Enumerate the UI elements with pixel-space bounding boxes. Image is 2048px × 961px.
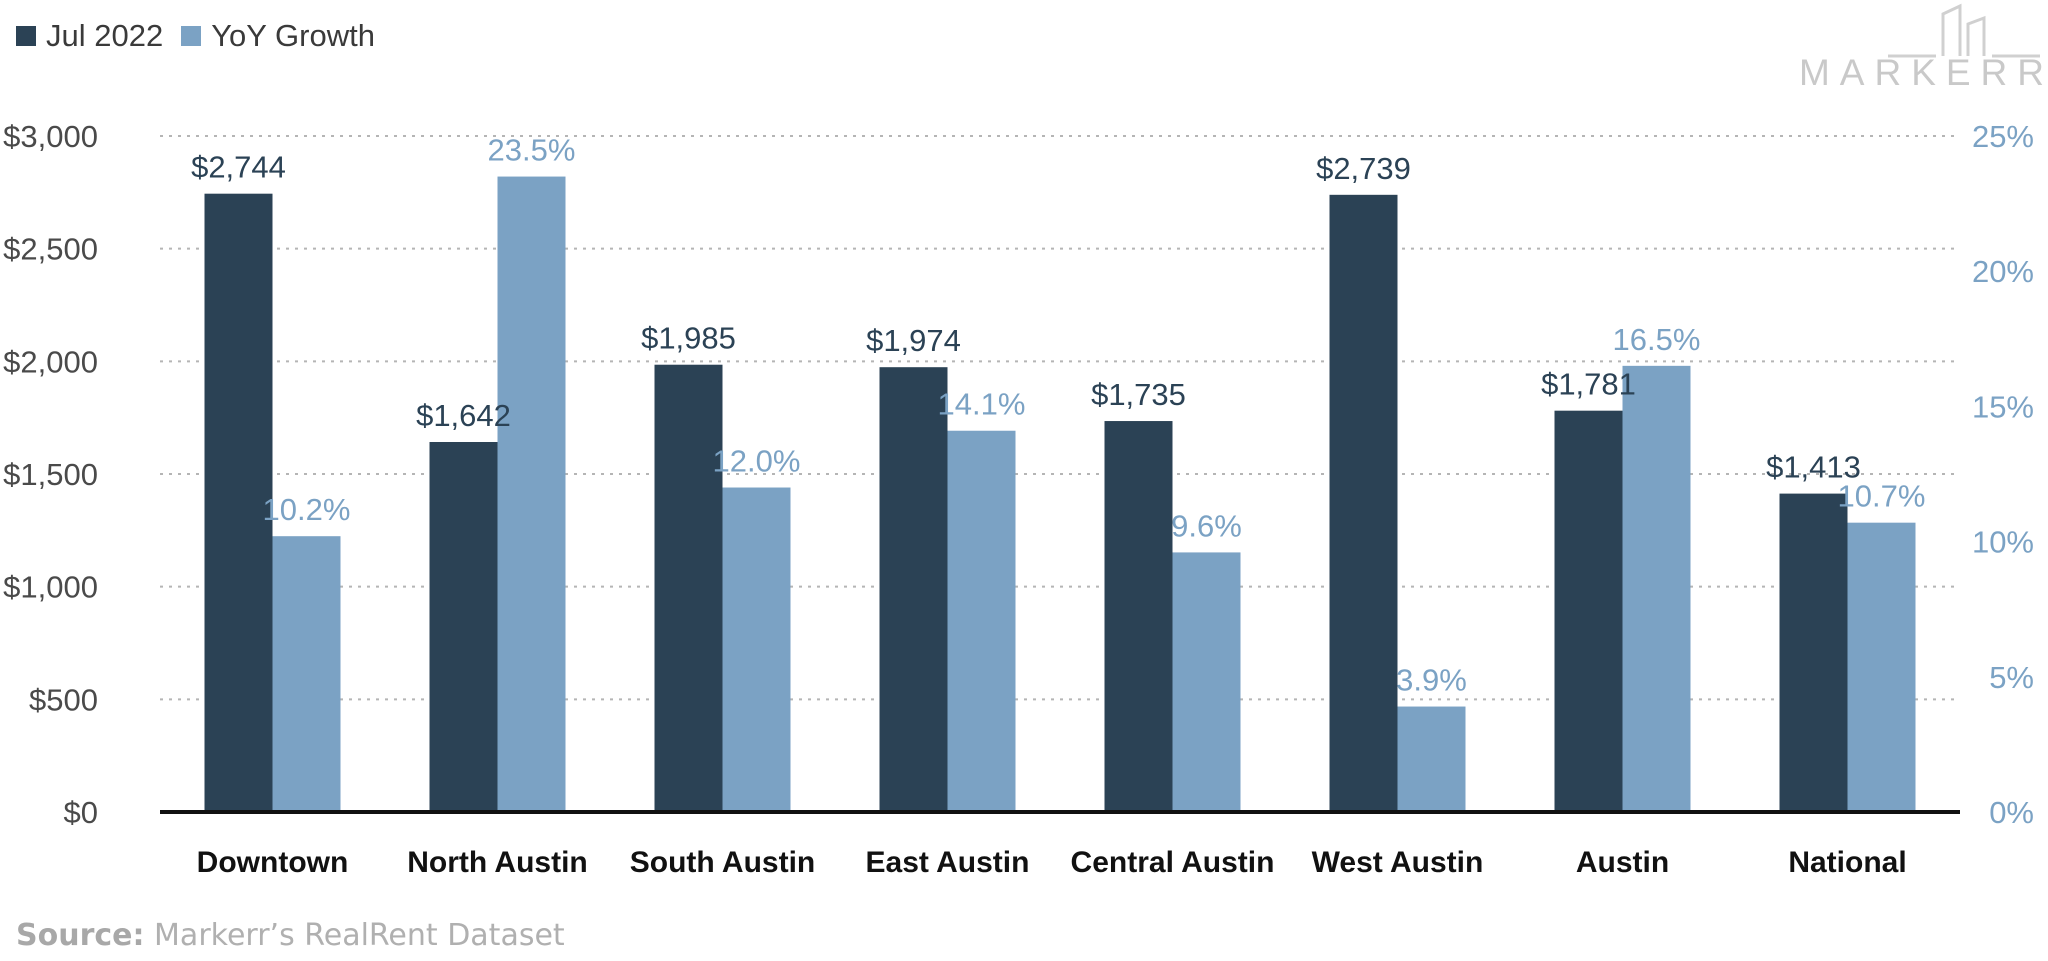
data-label-rent: $1,974 bbox=[866, 323, 961, 358]
right-axis-tick-label: 5% bbox=[1989, 660, 2034, 695]
legend-item-growth: YoY Growth bbox=[181, 18, 375, 54]
bar-rent bbox=[879, 367, 948, 812]
left-axis-tick-label: $1,500 bbox=[3, 457, 98, 492]
left-axis-tick-label: $3,000 bbox=[3, 119, 98, 154]
category-label: North Austin bbox=[407, 846, 588, 879]
source-label: Source: bbox=[16, 918, 145, 953]
data-label-rent: $1,985 bbox=[641, 321, 736, 356]
right-axis-tick-label: 15% bbox=[1972, 389, 2034, 424]
right-axis-tick-label: 25% bbox=[1972, 119, 2034, 154]
legend-swatch-rent bbox=[16, 26, 36, 46]
bar-rent bbox=[1554, 410, 1623, 812]
category-label: East Austin bbox=[866, 846, 1030, 879]
bar-rent bbox=[654, 364, 723, 812]
source-text: Markerr’s RealRent Dataset bbox=[154, 918, 565, 953]
data-label-growth: 10.2% bbox=[263, 492, 351, 527]
data-label-rent: $1,735 bbox=[1091, 377, 1186, 412]
bars-layer bbox=[204, 176, 1916, 813]
data-label-rent: $1,642 bbox=[416, 398, 511, 433]
category-label: Downtown bbox=[197, 846, 349, 879]
bar-rent bbox=[1329, 194, 1398, 812]
legend-item-rent: Jul 2022 bbox=[16, 18, 163, 54]
data-label-rent: $1,413 bbox=[1766, 450, 1861, 485]
bar-growth bbox=[947, 430, 1016, 812]
bar-growth bbox=[272, 536, 341, 812]
data-label-growth: 23.5% bbox=[488, 133, 576, 168]
left-axis-tick-label: $0 bbox=[64, 795, 98, 830]
axis-layer: $0 $500 $1,000 $1,500 $2,000 $2,500 $3,000 0% 5%… bbox=[3, 119, 2034, 879]
legend-label-rent: Jul 2022 bbox=[46, 18, 164, 53]
left-axis-tick-label: $1,000 bbox=[3, 570, 98, 605]
data-labels-layer: $2,744 10.2% $1,642 23.5% $1,985 12.0% $1,974 1… bbox=[191, 133, 1925, 698]
bar-growth bbox=[722, 487, 791, 812]
category-label: South Austin bbox=[630, 846, 816, 879]
legend-label-growth: YoY Growth bbox=[211, 18, 375, 53]
bar-rent bbox=[204, 193, 273, 813]
logo-text: MARKERR bbox=[1798, 52, 2048, 93]
data-label-growth: 14.1% bbox=[938, 387, 1026, 422]
data-label-rent: $2,744 bbox=[191, 150, 286, 185]
category-label: National bbox=[1788, 846, 1906, 879]
legend: Jul 2022 YoY Growth bbox=[16, 18, 383, 54]
left-axis-tick-label: $2,000 bbox=[3, 344, 98, 379]
source-note: Source: Markerr’s RealRent Dataset bbox=[16, 918, 565, 953]
logo-building-icon bbox=[1888, 3, 2040, 58]
category-label: Austin bbox=[1576, 846, 1669, 879]
markerr-logo: MARKERR bbox=[1788, 0, 2048, 100]
bar-growth bbox=[1397, 706, 1466, 812]
bar-growth bbox=[1172, 552, 1241, 812]
bar-growth bbox=[1622, 365, 1691, 812]
category-label: Central Austin bbox=[1071, 846, 1275, 879]
data-label-growth: 16.5% bbox=[1613, 322, 1701, 357]
data-label-growth: 10.7% bbox=[1838, 479, 1926, 514]
left-axis-tick-label: $2,500 bbox=[3, 232, 98, 267]
bar-rent bbox=[429, 442, 498, 812]
legend-swatch-growth bbox=[181, 26, 202, 46]
left-axis-tick-label: $500 bbox=[29, 682, 98, 717]
data-label-growth: 3.9% bbox=[1396, 663, 1467, 698]
category-label: West Austin bbox=[1312, 846, 1484, 879]
bar-rent bbox=[1104, 421, 1173, 812]
data-label-rent: $1,781 bbox=[1541, 367, 1636, 402]
bar-rent bbox=[1779, 493, 1848, 812]
bar-growth bbox=[497, 176, 566, 812]
data-label-rent: $2,739 bbox=[1316, 151, 1411, 186]
bar-chart: $2,744 10.2% $1,642 23.5% $1,985 12.0% $1,974 1… bbox=[3, 119, 2034, 879]
bar-growth bbox=[1847, 522, 1916, 812]
right-axis-tick-label: 10% bbox=[1972, 525, 2034, 560]
data-label-growth: 9.6% bbox=[1171, 508, 1242, 543]
right-axis-tick-label: 0% bbox=[1989, 795, 2034, 830]
data-label-growth: 12.0% bbox=[713, 444, 801, 479]
right-axis-tick-label: 20% bbox=[1972, 254, 2034, 289]
